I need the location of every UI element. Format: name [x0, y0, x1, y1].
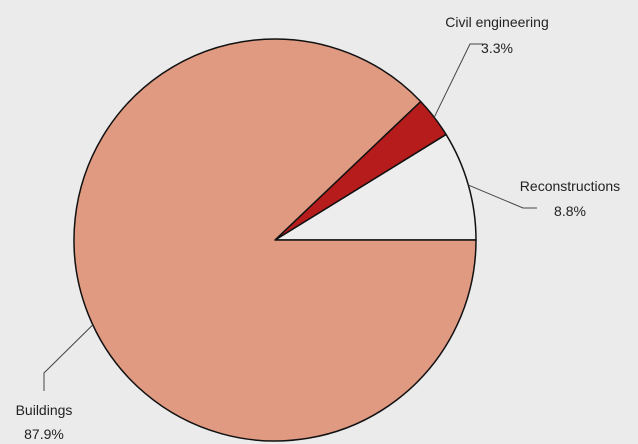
- slice-value-civil-engineering: 3.3%: [481, 40, 513, 56]
- pie-slice-reconstructions: [274, 133, 477, 241]
- pie-slice-buildings: [73, 38, 477, 442]
- leader-line-civil-engineering: [433, 43, 483, 118]
- slice-value-buildings: 87.9%: [24, 426, 64, 442]
- leader-line-buildings: [43, 324, 94, 391]
- pie-slices: [73, 38, 477, 442]
- leader-lines: [43, 43, 537, 391]
- slice-value-reconstructions: 8.8%: [554, 203, 586, 219]
- slice-label-buildings: Buildings: [16, 402, 73, 418]
- slice-label-reconstructions: Reconstructions: [520, 178, 620, 194]
- leader-line-reconstructions: [468, 184, 537, 209]
- slice-label-civil-engineering: Civil engineering: [445, 14, 549, 30]
